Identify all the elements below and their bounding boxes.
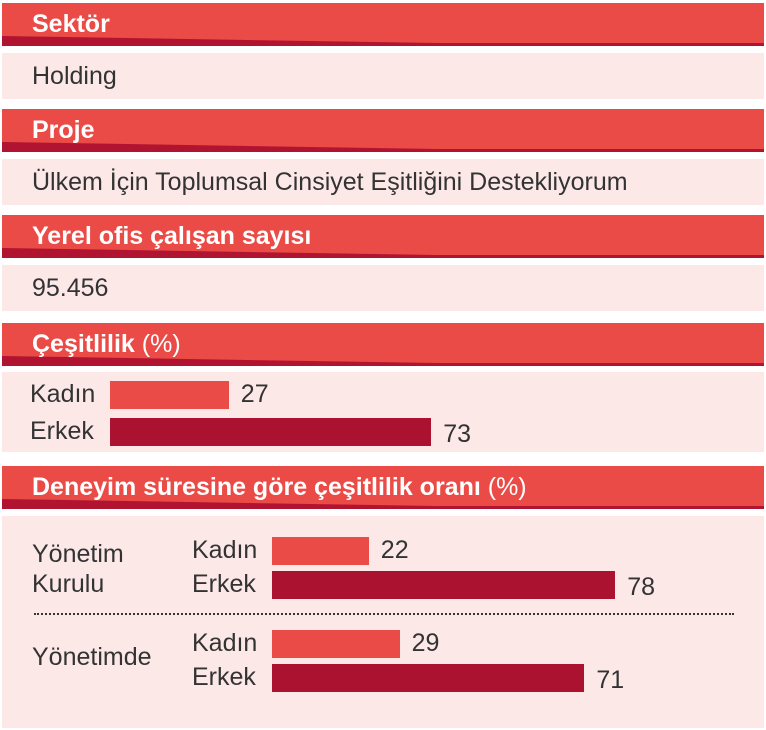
header-stripe-graphic <box>2 323 764 366</box>
header-stripe-graphic <box>2 3 764 46</box>
ofis-value: 95.456 <box>32 274 109 302</box>
bar-erkek <box>110 418 432 446</box>
deneyim-panel: Yönetim Kurulu Kadın 22 Erkek 78 Yönetimde Kadı… <box>2 516 764 728</box>
value-label-erkek: 78 <box>627 573 655 601</box>
ofis-panel: 95.456 <box>2 265 764 311</box>
group-label-0: Yönetim Kurulu <box>32 539 124 599</box>
group-label-line: Yönetimde <box>32 643 152 671</box>
sektor-header: Sektör <box>2 3 764 46</box>
proje-value: Ülkem İçin Toplumsal Cinsiyet Eşitliğini… <box>32 168 628 196</box>
value-label-erkek: 73 <box>443 420 471 448</box>
sektor-header-title: Sektör <box>32 10 110 38</box>
category-label-kadin: Kadın <box>192 536 258 564</box>
bar-erkek <box>272 664 585 692</box>
sektor-panel: Holding <box>2 53 764 99</box>
header-stripe-graphic <box>2 215 764 258</box>
value-label-kadin: 29 <box>411 629 440 657</box>
header-stripe-graphic <box>2 466 764 509</box>
group-label-line: Yönetim <box>32 540 124 568</box>
header-stripe-graphic <box>2 109 764 152</box>
category-label-kadin: Kadın <box>30 380 96 408</box>
category-label-erkek: Erkek <box>192 570 256 598</box>
group-label-1: Yönetimde <box>32 642 152 672</box>
category-label-kadin: Kadın <box>192 629 258 657</box>
deneyim-header: Deneyim süresine göre çeşitlilik oranı (… <box>2 466 764 509</box>
ofis-header-title: Yerel ofis çalışan sayısı <box>32 222 312 250</box>
proje-panel: Ülkem İçin Toplumsal Cinsiyet Eşitliğini… <box>2 159 764 205</box>
cesitlilik-header: Çeşitlilik (%) <box>2 323 764 366</box>
cesitlilik-panel: Kadın 27 Erkek 73 <box>2 372 764 452</box>
bar-kadin <box>110 381 229 409</box>
ofis-header: Yerel ofis çalışan sayısı <box>2 215 764 258</box>
bar-kadin <box>272 537 369 565</box>
value-label-kadin: 22 <box>380 536 409 564</box>
value-label-kadin: 27 <box>240 380 269 408</box>
bar-kadin <box>272 630 400 658</box>
category-label-erkek: Erkek <box>192 663 256 691</box>
group-label-line: Kurulu <box>32 570 105 598</box>
proje-header: Proje <box>2 109 764 152</box>
group-divider <box>34 613 734 615</box>
bar-erkek <box>272 571 616 599</box>
sektor-value: Holding <box>32 62 117 90</box>
deneyim-header-title: Deneyim süresine göre çeşitlilik oranı (… <box>32 473 527 501</box>
category-label-erkek: Erkek <box>30 417 94 445</box>
value-label-erkek: 71 <box>596 666 625 694</box>
cesitlilik-header-title: Çeşitlilik (%) <box>32 330 181 358</box>
proje-header-title: Proje <box>32 116 95 144</box>
